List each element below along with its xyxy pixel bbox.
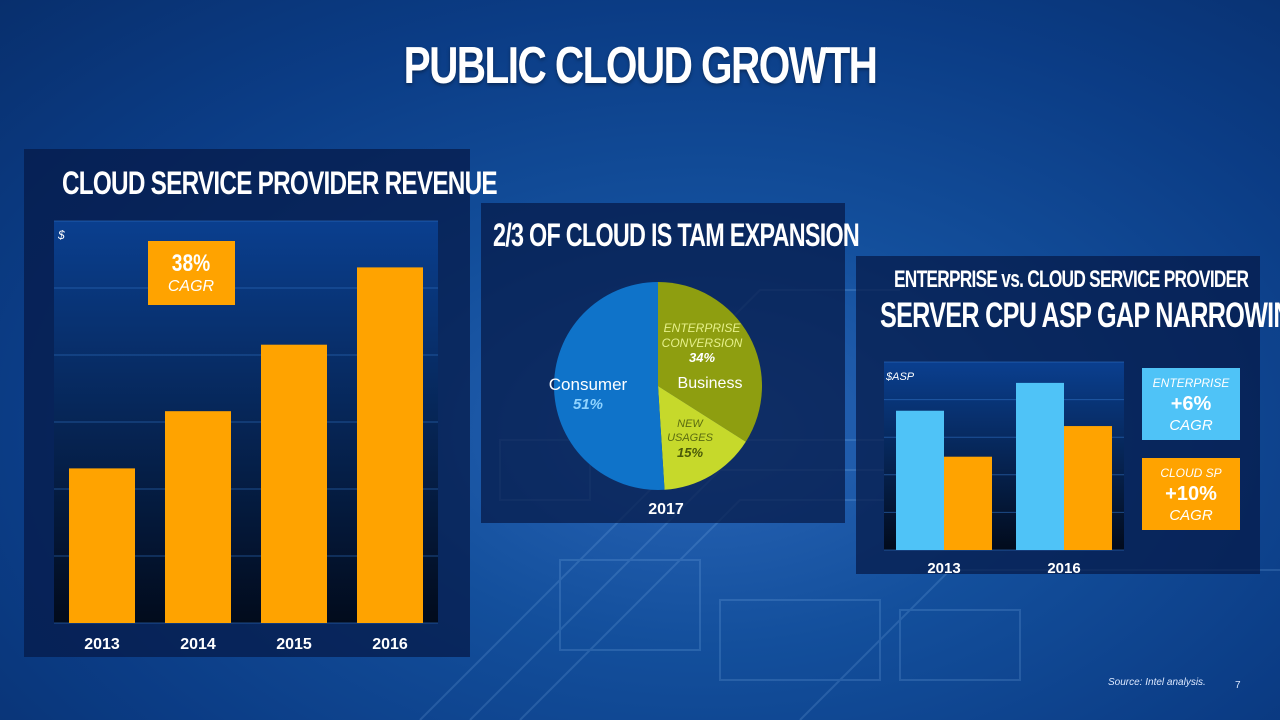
asp-panel: ENTERPRISE vs. CLOUD SERVICE PROVIDER SE… — [856, 256, 1280, 574]
chart1-x-tick: 2013 — [84, 636, 120, 653]
tam-panel-title: 2/3 OF CLOUD IS TAM EXPANSION — [493, 217, 860, 253]
asp-panel-title-line1: ENTERPRISE vs. CLOUD SERVICE PROVIDER — [894, 266, 1249, 293]
tam-panel: 2/3 OF CLOUD IS TAM EXPANSION Consumer 51… — [481, 203, 860, 523]
chart3-bar-cloud-sp-2016 — [1064, 426, 1112, 550]
pie-slice-enterprise-conversion — [658, 282, 762, 442]
chart3-legend-box-0 — [1142, 368, 1240, 440]
chart1-bar-2014 — [165, 411, 231, 623]
chart3-bar-enterprise-2016 — [1016, 382, 1064, 550]
chart3-legend-value: +10% — [1165, 483, 1217, 505]
chart3-legend-value: +6% — [1171, 393, 1212, 415]
pie-slice-consumer — [553, 282, 665, 490]
chart1-x-tick: 2014 — [180, 636, 216, 653]
pie-slice-new-usages — [658, 386, 746, 490]
chart3-legend-box-1 — [1142, 458, 1240, 530]
page-title: PUBLIC CLOUD GROWTH — [403, 37, 878, 95]
chart1-bar-2016 — [357, 267, 423, 623]
pie-label-new-usages-line2: USAGES — [667, 432, 714, 444]
chart3-legend-label: CAGR — [1169, 507, 1213, 524]
revenue-panel: CLOUD SERVICE PROVIDER REVENUE $2013 2014… — [24, 149, 498, 657]
pie-pct-enterprise: 34% — [689, 350, 715, 365]
chart3-legend-label: CAGR — [1169, 417, 1213, 434]
chart1-cagr-badge — [148, 241, 235, 305]
pie-label-consumer: Consumer — [549, 375, 628, 394]
chart3-y-label: $ASP — [885, 371, 915, 383]
chart1-bar-2013 — [69, 468, 135, 623]
chart1-bar-2015 — [261, 344, 327, 623]
chart1-x-tick: 2016 — [372, 636, 408, 653]
revenue-chart: $2013 2014 2015 2016 38%CAGR — [54, 220, 438, 653]
pie-label-new-usages-line1: NEW — [677, 418, 704, 430]
source-note: Source: Intel analysis. — [1108, 677, 1206, 688]
chart3-x-tick: 2016 — [1047, 560, 1080, 574]
page-number: 7 — [1235, 680, 1241, 691]
pie-pct-new-usages: 15% — [677, 445, 703, 460]
chart1-cagr-label: CAGR — [168, 278, 215, 295]
chart3-bar-cloud-sp-2013 — [944, 456, 992, 550]
chart3-x-tick: 2013 — [927, 560, 960, 574]
chart1-y-label: $ — [57, 228, 65, 242]
chart3-legend-name: CLOUD SP — [1160, 466, 1221, 480]
chart3-legend-name: ENTERPRISE — [1153, 376, 1231, 390]
asp-chart: $ASP 2013 2016 ENTERPRISE +6% CAGR CLOUD SP +10… — [884, 361, 1240, 574]
chart3-bar-enterprise-2013 — [896, 410, 944, 550]
asp-panel-title-line2: SERVER CPU ASP GAP NARROWING — [880, 296, 1280, 335]
chart1-x-tick: 2015 — [276, 636, 312, 653]
pie-label-enterprise-line1: ENTERPRISE — [664, 321, 742, 335]
chart1-cagr-value: 38% — [172, 249, 210, 277]
pie-year-label: 2017 — [648, 501, 684, 518]
revenue-panel-title: CLOUD SERVICE PROVIDER REVENUE — [62, 165, 498, 201]
pie-group-label-business: Business — [678, 375, 743, 392]
pie-pct-consumer: 51% — [573, 396, 603, 413]
pie-label-enterprise-line2: CONVERSION — [662, 336, 743, 350]
